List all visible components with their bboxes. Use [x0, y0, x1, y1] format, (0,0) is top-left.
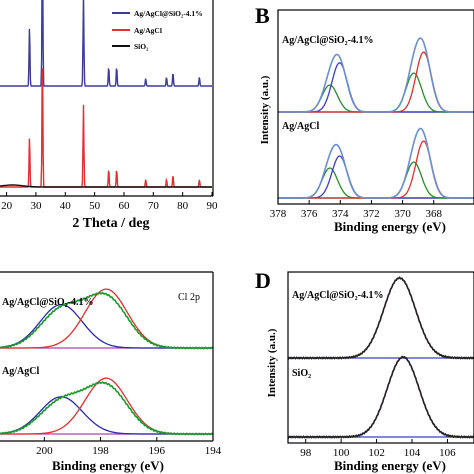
envelope-1 [287, 355, 474, 439]
panel-d-plot-area [287, 276, 474, 439]
envelope-0 [287, 276, 474, 360]
panel-a-tick-label: 50 [89, 200, 101, 212]
panel-b-plot-area [278, 37, 474, 199]
panel-b-frame [277, 9, 474, 205]
panel-d-y-label: Intensity (a.u.) [266, 328, 278, 397]
envelope-1 [0, 381, 214, 436]
envelope-1 [278, 127, 474, 199]
component-peak-0-3 [278, 51, 474, 113]
panel-a-x-label: 2 Theta / deg [72, 216, 149, 231]
panel-a-tick-label: 70 [148, 200, 160, 212]
panel-b-y-label: Intensity (a.u.) [259, 75, 271, 144]
panel-d-tick-label: 100 [333, 447, 350, 459]
component-peak-1-3 [278, 140, 474, 199]
panel-d-tick-label: 102 [368, 447, 385, 459]
series-line-0 [0, 0, 212, 87]
panel-d-tick-label: 98 [300, 447, 312, 459]
panel-c-cl2p: 200 198 196 194 Ag/AgCl@SiO₂-4.1% Ag/AgCl C… [0, 271, 222, 473]
component-peak-0-2 [278, 72, 474, 113]
panel-a-tick-label: 80 [177, 200, 189, 212]
panel-b-x-label: Binding energy (eV) [334, 219, 446, 234]
component-peak-1-0 [0, 396, 213, 435]
panel-b-tick-label: 372 [363, 208, 380, 220]
panel-b-annotation-composite: Ag/AgCl@SiO₂-4.1% [282, 35, 373, 46]
panel-c-tick-label: 196 [149, 445, 166, 457]
component-peak-1-0 [288, 356, 474, 438]
panel-d-annotation-composite: Ag/AgCl@SiO₂-4.1% [292, 290, 383, 301]
series-line-2 [0, 184, 212, 188]
panel-c-annotation-composite: Ag/AgCl@SiO₂-4.1% [2, 297, 93, 308]
panel-a-tick-label: 90 [207, 200, 219, 212]
panel-b-tick-label: 378 [270, 208, 287, 220]
component-peak-1-1 [278, 155, 474, 199]
component-peak-1-2 [278, 161, 474, 199]
panel-a-tick-label: 60 [118, 200, 130, 212]
legend-label-agagcl: Ag/AgCl [134, 26, 162, 35]
component-peak-0-0 [0, 303, 213, 349]
component-peak-1-0 [278, 167, 474, 199]
panel-a-tick-label: 30 [30, 200, 42, 212]
panel-b-tick-label: 376 [301, 208, 318, 220]
panel-b-tick-label: 374 [332, 208, 349, 220]
panel-a-ticks: 20 30 40 50 60 70 80 90 [1, 192, 218, 212]
panel-c-plot-area [0, 288, 214, 436]
panel-d-x-label: Binding energy (eV) [334, 458, 446, 473]
panel-c-tick-label: 198 [92, 445, 109, 457]
panel-d-si2p: D Intensity (a.u.) 98 100 102 104 106 Ag/AgC… [255, 268, 474, 473]
envelope-0 [278, 37, 474, 113]
component-peak-1-1 [0, 377, 213, 435]
panel-a-xrd: 20 30 40 50 60 70 80 90 Ag/AgCl@SiO₂-4.1% Ag/Ag… [0, 0, 218, 231]
panel-d-annotation-sio2: SiO₂ [292, 368, 311, 379]
panel-b-tick-label: 370 [394, 208, 411, 220]
panel-a-plot-area [0, 0, 212, 188]
panel-c-tick-label: 194 [205, 445, 222, 457]
panel-c-x-label: Binding energy (eV) [52, 458, 164, 473]
panel-a-tick-label: 40 [60, 200, 72, 212]
panel-b-letter: B [255, 3, 270, 28]
panel-d-tick-label: 106 [439, 447, 456, 459]
panel-b-ag3d: B Intensity (a.u.) 378 376 374 372 370 368 Ag… [255, 3, 474, 234]
panel-d-frame [287, 271, 474, 444]
panel-c-ticks: 200 198 196 194 [36, 437, 222, 457]
panel-d-letter: D [255, 268, 271, 293]
panel-a-tick-label: 20 [1, 200, 13, 212]
legend-label-composite: Ag/AgCl@SiO₂-4.1% [134, 9, 203, 18]
component-peak-0-0 [278, 84, 474, 113]
panel-c-tick-label: 200 [36, 445, 53, 457]
panel-b-tick-label: 368 [425, 208, 442, 220]
panel-c-annotation-agagcl: Ag/AgCl [2, 366, 39, 377]
panel-c-annotation-cl2p: Cl 2p [178, 292, 200, 303]
panel-d-tick-label: 104 [404, 447, 421, 459]
panel-b-ticks: 378 376 374 372 370 368 [270, 200, 442, 220]
panel-a-legend: Ag/AgCl@SiO₂-4.1% Ag/AgCl SiO₂ [112, 9, 203, 51]
component-peak-0-1 [278, 62, 474, 113]
envelope-0 [0, 291, 214, 350]
legend-label-sio2: SiO₂ [134, 42, 149, 51]
panel-b-annotation-agagcl: Ag/AgCl [282, 121, 319, 132]
panel-d-ticks: 98 100 102 104 106 [300, 439, 456, 459]
